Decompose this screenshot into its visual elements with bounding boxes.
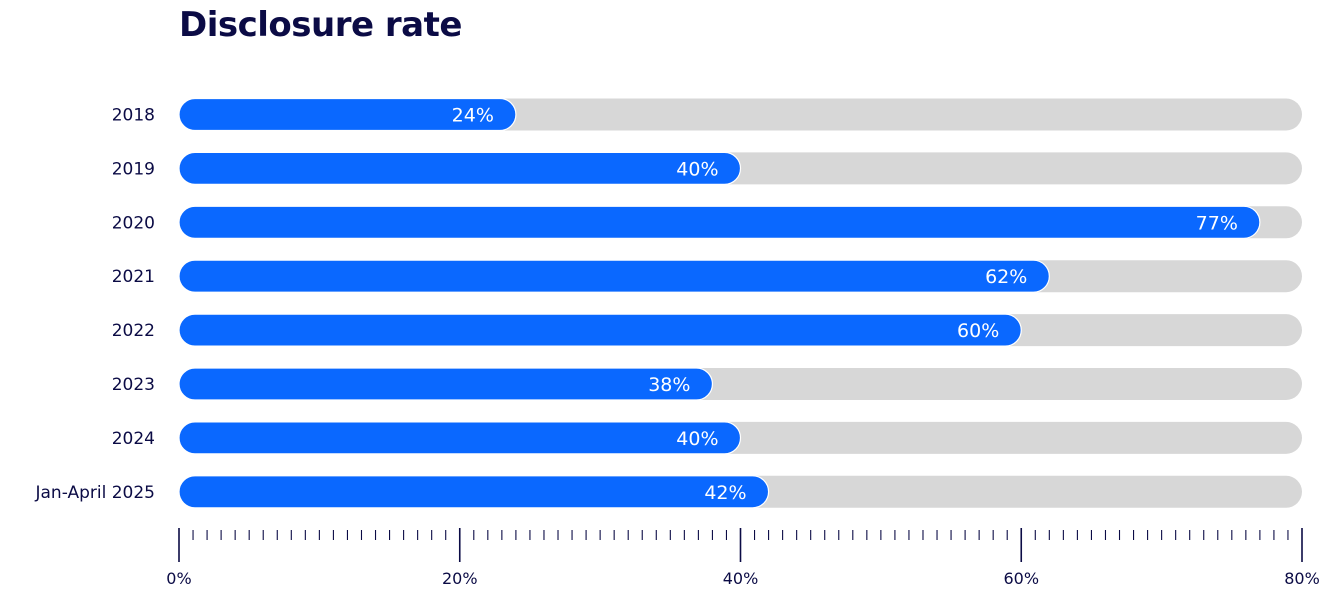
value-label: 42% bbox=[704, 482, 746, 504]
value-labels: 24% 40% 77% 62% 60% 38% 40% 42% bbox=[452, 105, 1238, 504]
category-label: Jan-April 2025 bbox=[35, 483, 156, 503]
bar bbox=[178, 313, 1022, 347]
category-label: 2021 bbox=[112, 267, 155, 287]
bar bbox=[178, 367, 714, 401]
bar bbox=[178, 475, 770, 509]
bar bbox=[178, 205, 1261, 239]
value-label: 40% bbox=[676, 158, 718, 180]
bar bbox=[178, 97, 517, 132]
x-tick-label: 40% bbox=[723, 569, 759, 588]
x-tick-label: 60% bbox=[1003, 569, 1039, 588]
bar bbox=[178, 151, 742, 185]
x-tick-label: 0% bbox=[166, 569, 191, 588]
value-label: 60% bbox=[957, 320, 999, 342]
category-label: 2023 bbox=[112, 375, 155, 395]
bar bbox=[178, 259, 1050, 293]
bar bbox=[178, 421, 742, 455]
category-label: 2020 bbox=[112, 213, 155, 233]
category-labels: 2018 2019 2020 2021 2022 2023 2024 Jan-April 20… bbox=[35, 106, 156, 503]
category-label: 2024 bbox=[112, 429, 155, 449]
category-label: 2022 bbox=[112, 321, 155, 341]
value-label: 62% bbox=[985, 266, 1027, 288]
value-label: 38% bbox=[648, 374, 690, 396]
chart-title: Disclosure rate bbox=[179, 5, 462, 45]
category-label: 2019 bbox=[112, 159, 155, 179]
x-tick-label: 20% bbox=[442, 569, 478, 588]
x-axis: 0% 20% 40% 60% 80% bbox=[166, 528, 1320, 588]
x-tick-label: 80% bbox=[1284, 569, 1320, 588]
value-label: 40% bbox=[676, 428, 718, 450]
value-label: 77% bbox=[1196, 212, 1238, 234]
bars bbox=[178, 97, 1261, 509]
value-label: 24% bbox=[452, 105, 494, 127]
category-label: 2018 bbox=[112, 106, 155, 126]
